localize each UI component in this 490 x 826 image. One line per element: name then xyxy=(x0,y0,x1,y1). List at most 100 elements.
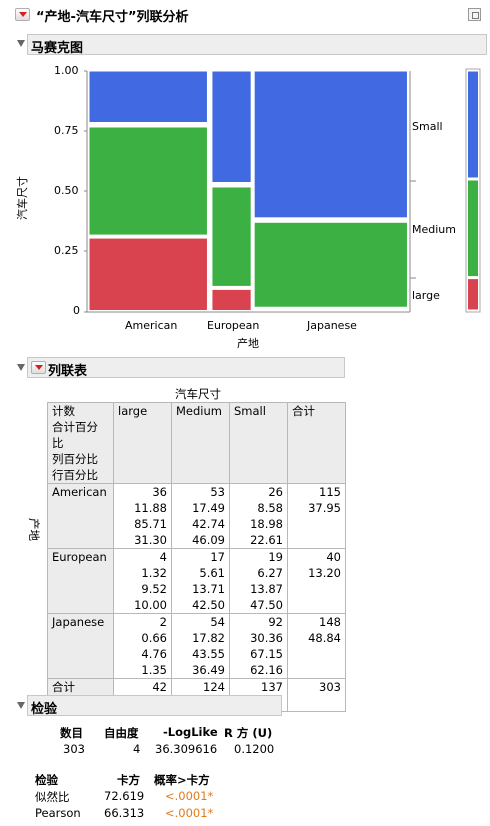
cell-value: 22.61 xyxy=(250,533,283,547)
tests-header-n: 数目 xyxy=(60,726,83,740)
crosstab-cell: 303 xyxy=(287,678,346,712)
crosstab-cell: 19 6.27 13.87 47.50 xyxy=(229,548,288,614)
cell-value: 85.71 xyxy=(134,517,167,531)
mosaic-cell-american-large[interactable] xyxy=(88,237,208,311)
mosaic-cell-japanese-small[interactable] xyxy=(253,70,408,219)
cell-value: 42.50 xyxy=(192,598,225,612)
crosstab-cell: 36 11.88 85.71 31.30 xyxy=(113,483,172,549)
mosaic-plot: 1.00 0.75 0.50 0.25 0 汽车尺寸 Small Medium … xyxy=(0,60,490,360)
stat-label: 行百分比 xyxy=(52,468,98,482)
crosstab-row-var: 产地 xyxy=(27,518,41,541)
test-row-name: 似然比 xyxy=(35,790,70,804)
legend-bar-small xyxy=(468,71,478,178)
test-row-chisq: 66.313 xyxy=(104,806,145,820)
y-tick: 0.25 xyxy=(54,244,79,257)
tests-value-n: 303 xyxy=(63,742,85,756)
stat-label: 列百分比 xyxy=(52,452,98,466)
test-row-p: <.0001* xyxy=(165,806,214,820)
test-col-p: 概率>卡方 xyxy=(154,773,210,787)
test-row-p: <.0001* xyxy=(165,789,214,803)
cell-value: 124 xyxy=(203,680,225,694)
mosaic-cell-japanese-large[interactable] xyxy=(253,309,408,312)
cell-value: 13.87 xyxy=(250,582,283,596)
right-label-medium: Medium xyxy=(412,223,456,236)
crosstab-table: 计数合计百分比列百分比行百分比 large Medium Small 合计 America… xyxy=(47,402,346,712)
cell-value: 303 xyxy=(319,680,341,694)
y-tick: 0.75 xyxy=(54,124,79,137)
cell-value: 137 xyxy=(261,680,283,694)
crosstab-cell: 26 8.58 18.98 22.61 xyxy=(229,483,288,549)
test-col-name: 检验 xyxy=(35,773,58,787)
tests-header-df: 自由度 xyxy=(104,726,139,740)
mosaic-cell-european-small[interactable] xyxy=(211,70,252,183)
cell-value: 13.71 xyxy=(192,582,225,596)
crosstab-cell: 115 37.95 xyxy=(287,483,346,549)
cell-value: 10.00 xyxy=(134,598,167,612)
cell-value: 1.35 xyxy=(141,663,167,677)
right-label-large: large xyxy=(412,289,440,302)
tests-collapse-icon[interactable] xyxy=(17,702,25,709)
crosstab-row-header: Japanese xyxy=(47,613,114,679)
crosstab-col-header: Small xyxy=(229,402,288,484)
tests-header-rsq: R 方 (U) xyxy=(224,726,273,740)
cell-value: 36 xyxy=(152,485,167,499)
legend-bar-large xyxy=(468,279,478,310)
close-report-icon[interactable] xyxy=(468,8,481,21)
crosstab-section-title: 列联表 xyxy=(48,364,88,379)
crosstab-cell: 92 30.36 67.15 62.16 xyxy=(229,613,288,679)
cell-value: 17.49 xyxy=(192,501,225,515)
mosaic-cell-american-small[interactable] xyxy=(88,70,208,123)
tests-section-header: 检验 xyxy=(27,695,282,717)
cell-value: 1.32 xyxy=(141,566,167,580)
crosstab-cell: 40 13.20 xyxy=(287,548,346,614)
crosstab-cell: 4 1.32 9.52 10.00 xyxy=(113,548,172,614)
mosaic-cell-american-medium[interactable] xyxy=(88,126,208,236)
x-tick: European xyxy=(207,319,260,332)
tests-value-df: 4 xyxy=(133,742,141,756)
cell-value: 115 xyxy=(319,485,341,499)
mosaic-cell-japanese-medium[interactable] xyxy=(253,221,408,308)
mosaic-cell-european-medium[interactable] xyxy=(211,186,252,287)
cell-value: 6.27 xyxy=(257,566,283,580)
crosstab-cell: 17 5.61 13.71 42.50 xyxy=(171,548,230,614)
cell-value: 11.88 xyxy=(134,501,167,515)
legend-bar-medium xyxy=(468,180,478,277)
cell-value: 46.09 xyxy=(192,533,225,547)
cell-value: 67.15 xyxy=(250,647,283,661)
test-col-chisq: 卡方 xyxy=(117,773,140,787)
crosstab-col-header: Medium xyxy=(171,402,230,484)
mosaic-svg xyxy=(84,68,481,313)
tests-header-loglike: -LogLike xyxy=(163,725,218,739)
cell-value: 54 xyxy=(210,615,225,629)
mosaic-collapse-icon[interactable] xyxy=(17,40,25,47)
cell-value: 13.20 xyxy=(308,566,341,580)
tests-value-loglike: 36.309616 xyxy=(155,742,218,756)
x-tick: American xyxy=(125,319,178,332)
cell-value: 36.49 xyxy=(192,663,225,677)
mosaic-section-header: 马赛克图 xyxy=(27,34,487,56)
mosaic-section-title: 马赛克图 xyxy=(31,41,84,56)
cell-value: 0.66 xyxy=(141,631,167,645)
y-tick: 0.50 xyxy=(54,184,79,197)
crosstab-collapse-icon[interactable] xyxy=(17,364,25,371)
right-label-small: Small xyxy=(412,120,443,133)
stat-label: 计数 xyxy=(52,404,75,418)
crosstab-cell: 53 17.49 42.74 46.09 xyxy=(171,483,230,549)
crosstab-col-header: 合计 xyxy=(287,402,346,484)
mosaic-cell-european-large[interactable] xyxy=(211,288,252,311)
cell-value: 40 xyxy=(326,550,341,564)
cell-value: 4.76 xyxy=(141,647,167,661)
crosstab-section-header: 列联表 xyxy=(27,357,345,379)
crosstab-row-header: American xyxy=(47,483,114,549)
x-axis-label: 产地 xyxy=(237,337,259,350)
report-menu-button[interactable] xyxy=(15,8,30,21)
crosstab-cell: 148 48.84 xyxy=(287,613,346,679)
stat-label: 合计百分比 xyxy=(52,420,98,450)
crosstab-col-header: large xyxy=(113,402,172,484)
report-title: “产地-汽车尺寸”列联分析 xyxy=(36,10,189,25)
crosstab-menu-button[interactable] xyxy=(31,361,46,374)
x-tick: Japanese xyxy=(307,319,357,332)
crosstab-cell: 2 0.66 4.76 1.35 xyxy=(113,613,172,679)
cell-value: 62.16 xyxy=(250,663,283,677)
cell-value: 42.74 xyxy=(192,517,225,531)
